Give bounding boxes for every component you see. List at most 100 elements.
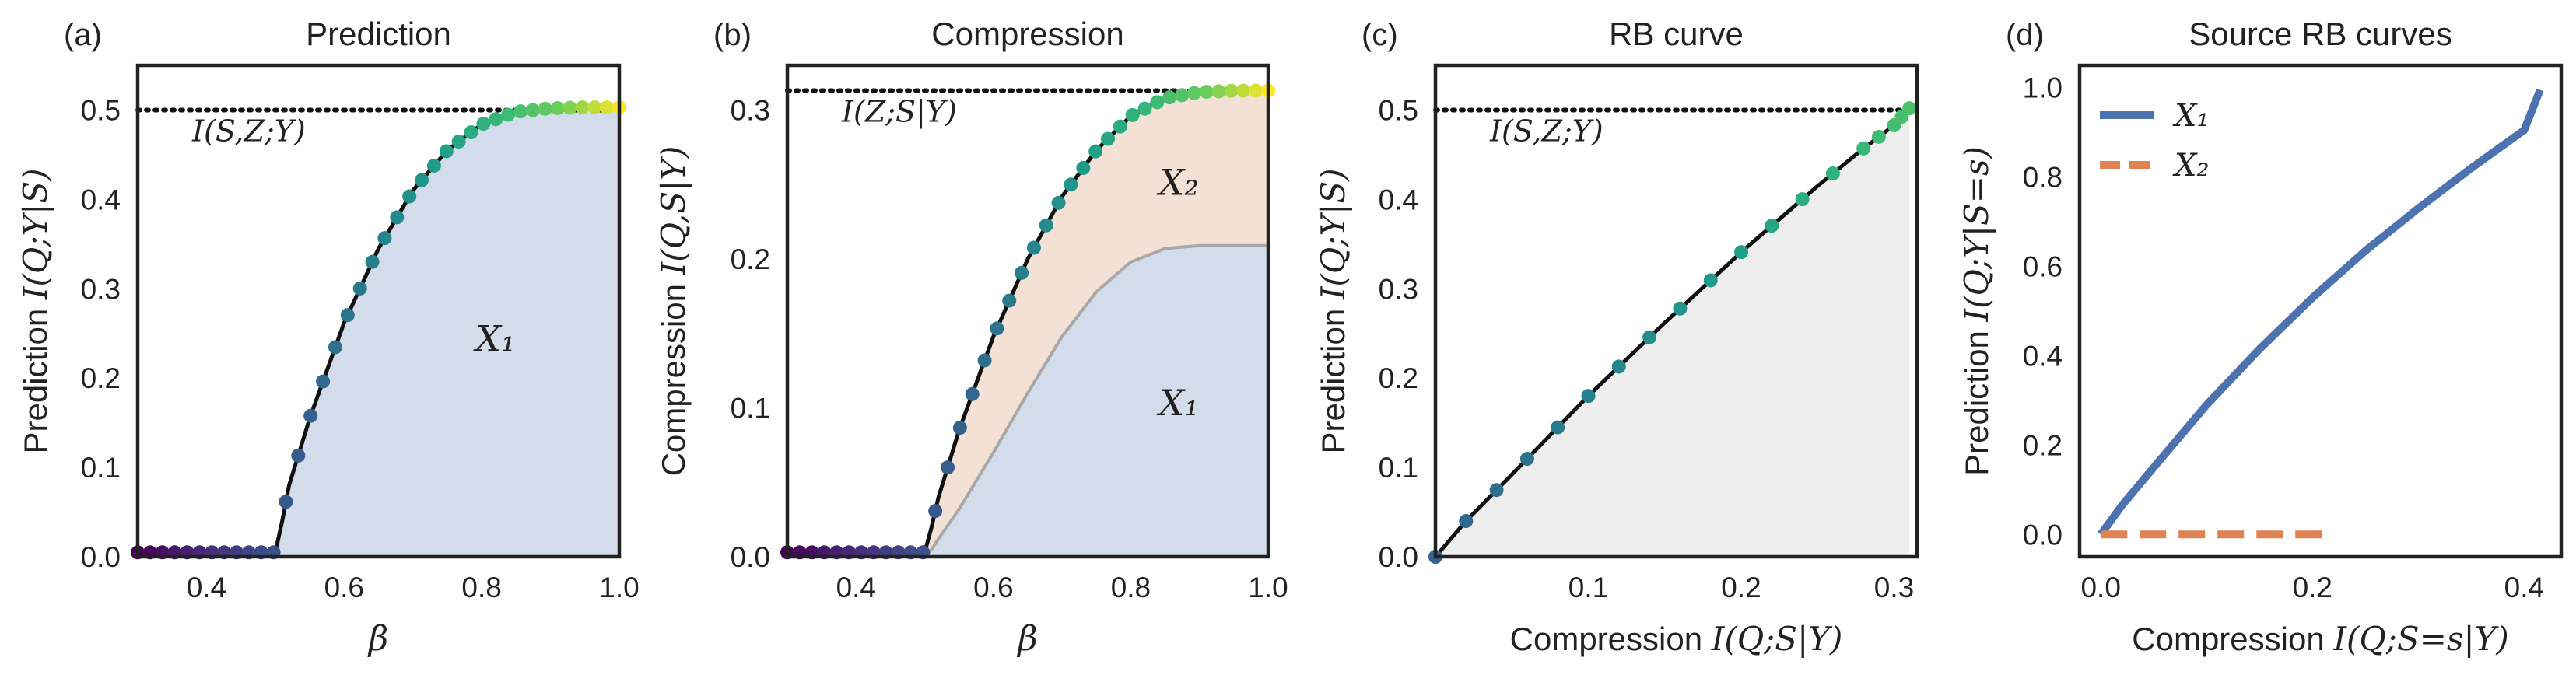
panel-tag: (a) (64, 18, 102, 52)
data-point (303, 408, 318, 423)
data-point (1186, 86, 1201, 100)
data-point (1703, 273, 1718, 288)
data-point (977, 353, 992, 368)
data-point (575, 100, 590, 115)
data-point (1489, 483, 1504, 498)
y-tick-label: 0.0 (1379, 541, 1418, 573)
data-point (928, 504, 943, 519)
data-point (415, 173, 429, 187)
x-tick-label: 0.4 (2504, 572, 2544, 603)
data-point (941, 460, 955, 475)
data-point (513, 104, 528, 119)
x-tick-label: 0.8 (461, 572, 501, 603)
y-tick-label: 0.5 (1379, 94, 1418, 126)
band-area (1435, 108, 1910, 557)
x-tick-label: 0.8 (1111, 572, 1151, 603)
data-point (439, 144, 454, 159)
data-point (1734, 245, 1749, 260)
data-point (1642, 330, 1657, 344)
data-point (1150, 95, 1165, 110)
x-axis-label: β (367, 619, 388, 659)
region-label: X₂ (1157, 162, 1199, 204)
y-tick-label: 0.2 (81, 362, 121, 394)
data-point (1581, 389, 1596, 404)
data-point (1871, 129, 1886, 144)
y-axis-label-prefix: Prediction (1315, 299, 1351, 453)
data-point (291, 448, 306, 463)
y-tick-label: 0.3 (731, 94, 770, 126)
panel-1: I(S,Z;Y) 0.4 0.6 0.8 1.0 0.0 0.1 0.2 0.3 0.4 0.5 (a… (16, 16, 640, 659)
x-axis-label-math: I(Q;S|Y) (1711, 620, 1843, 658)
x-axis-label-math: I(Q;S=s|Y) (2332, 620, 2508, 658)
data-point (501, 107, 516, 122)
y-tick-label: 1.0 (2023, 72, 2063, 104)
data-point (1856, 141, 1871, 156)
data-point (1236, 83, 1251, 98)
band-area (138, 107, 619, 558)
panel-4: 0.0 0.2 0.4 0.0 0.2 0.4 0.6 0.8 1.0 (d) Source RB … (1957, 16, 2564, 658)
data-point (1673, 301, 1688, 316)
data-point (1137, 101, 1152, 116)
y-tick-label: 0.2 (1379, 362, 1418, 394)
x-tick-label: 0.6 (973, 572, 1013, 603)
data-point (600, 100, 615, 115)
data-point (1825, 166, 1840, 181)
data-point (1162, 90, 1177, 105)
region-label: X₁ (473, 318, 515, 360)
y-axis-label: Prediction I(Q;Y|S) (16, 168, 54, 453)
y-tick-label: 0.4 (81, 184, 121, 215)
data-point (451, 135, 466, 149)
data-point (402, 189, 417, 204)
x-axis-label-prefix: Compression (2132, 621, 2333, 657)
x-tick-label: 0.2 (2293, 572, 2332, 603)
data-point (1611, 359, 1626, 374)
panel-tag: (c) (1362, 18, 1398, 52)
y-axis-label-math: I(Q;Y|S) (16, 168, 54, 300)
data-point (340, 308, 355, 323)
panel-title: Compression (931, 16, 1123, 52)
data-point (1039, 218, 1053, 233)
x-tick-label: 0.4 (187, 572, 226, 603)
data-point (390, 210, 405, 225)
y-tick-label: 0.1 (81, 452, 121, 484)
data-point (1101, 131, 1115, 146)
reference-label: I(Z;S|Y) (841, 95, 957, 129)
y-tick-label: 0.3 (81, 273, 121, 305)
region-label: X₁ (1157, 382, 1199, 424)
data-point (1902, 101, 1917, 116)
data-point (1002, 293, 1017, 308)
data-point (1015, 265, 1029, 280)
data-point (426, 159, 441, 173)
y-axis-label: Prediction I(Q;Y|S=s) (1957, 146, 1996, 476)
x-tick-label: 1.0 (599, 572, 639, 603)
x-axis-label: β (1016, 619, 1037, 659)
y-axis-label-prefix: Prediction (17, 299, 54, 453)
data-point (316, 374, 331, 389)
panel-title: Prediction (306, 16, 451, 52)
x-axis-label: Compression I(Q;S|Y) (1510, 620, 1843, 658)
data-point (328, 340, 342, 355)
data-point (550, 100, 565, 115)
panel-title: Source RB curves (2189, 16, 2452, 52)
axes-frame (2077, 63, 2564, 559)
data-point (1765, 219, 1779, 233)
data-point (476, 117, 491, 131)
legend-label: X₂ (2172, 148, 2210, 184)
y-tick-label: 0.4 (2023, 340, 2063, 372)
y-tick-label: 0.2 (2023, 429, 2063, 461)
y-axis-label: Prediction I(Q;Y|S) (1314, 168, 1352, 453)
y-axis-label-prefix: Compression (655, 275, 692, 476)
x-tick-label: 1.0 (1248, 572, 1288, 603)
x-tick-label: 0.2 (1721, 572, 1761, 603)
data-point (525, 103, 540, 117)
data-point (990, 321, 1004, 336)
panel-tag: (d) (2006, 18, 2044, 52)
y-axis-label: Compression I(Q,S|Y) (654, 146, 692, 477)
data-point (1519, 452, 1534, 467)
data-point (1026, 240, 1041, 255)
data-point (377, 231, 392, 246)
data-point (489, 112, 503, 127)
data-point (563, 100, 577, 115)
data-point (1113, 119, 1127, 134)
data-point (1125, 107, 1140, 122)
